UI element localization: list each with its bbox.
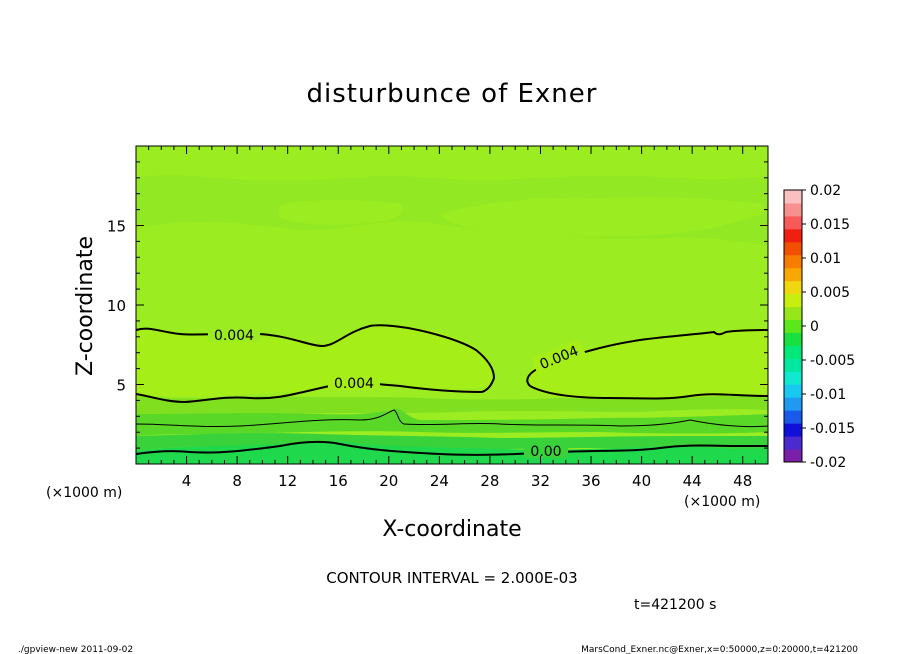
x-tick-label: 40 bbox=[632, 472, 651, 490]
footer-left: ./gpview-new 2011-09-02 bbox=[18, 645, 133, 654]
field-band-mid bbox=[136, 326, 493, 397]
x-tick-label: 4 bbox=[182, 472, 192, 490]
x-tick-label: 36 bbox=[581, 472, 600, 490]
field-band-low-2 bbox=[136, 408, 768, 436]
contour-label: 0.004 bbox=[214, 328, 254, 344]
colorbar-label: 0.005 bbox=[810, 285, 850, 301]
x-tick-label: 28 bbox=[480, 472, 499, 490]
colorbar-swatch bbox=[784, 423, 802, 437]
colorbar-swatch bbox=[784, 267, 802, 282]
field-patch-c bbox=[136, 150, 768, 172]
colorbar-swatch bbox=[784, 358, 802, 372]
colorbar-swatch bbox=[784, 241, 802, 256]
contour-label-bg bbox=[524, 442, 568, 458]
colorbar-swatch bbox=[784, 293, 802, 308]
colorbar-label: 0.02 bbox=[810, 183, 841, 199]
colorbar-swatch bbox=[784, 436, 802, 450]
contour-interval-text: CONTOUR INTERVAL = 2.000E-03 bbox=[326, 569, 577, 587]
y-tick-label: 5 bbox=[116, 377, 126, 395]
x-tick-label: 12 bbox=[278, 472, 297, 490]
x-tick-label: 20 bbox=[379, 472, 398, 490]
colorbar-label: -0.02 bbox=[810, 455, 846, 471]
x-tick-label: 48 bbox=[733, 472, 752, 490]
y-tick-label: 10 bbox=[107, 297, 126, 315]
x-unit-right: (×1000 m) bbox=[684, 494, 760, 510]
colorbar-swatch bbox=[784, 319, 802, 333]
colorbar-swatch bbox=[784, 371, 802, 385]
x-tick-label: 8 bbox=[232, 472, 242, 490]
colorbar-swatch bbox=[784, 202, 802, 217]
x-axis: 4 8 12 16 20 24 28 32 36 40 44 48 bbox=[148, 146, 756, 490]
colorbar-swatch bbox=[784, 397, 802, 411]
field-patch-a bbox=[278, 199, 404, 225]
colorbar-label: 0.015 bbox=[810, 217, 850, 233]
colorbar-swatch bbox=[784, 190, 802, 204]
contour-label-bg bbox=[531, 339, 586, 374]
colorbar-label: -0.015 bbox=[810, 421, 855, 437]
colorbar-swatch bbox=[784, 384, 802, 398]
contour-line-zero bbox=[135, 440, 768, 456]
colorbar-swatch bbox=[784, 345, 802, 359]
chart-title: disturbunce of Exner bbox=[307, 79, 598, 109]
x-tick-label: 44 bbox=[683, 472, 702, 490]
footer-right: MarsCond_Exner.nc@Exner,x=0:50000,z=0:20… bbox=[581, 645, 858, 654]
contour-label-bg bbox=[328, 374, 380, 390]
field-band-mid-right bbox=[527, 330, 768, 400]
colorbar-label: -0.005 bbox=[810, 353, 855, 369]
x-axis-label: X-coordinate bbox=[382, 517, 521, 542]
colorbar-label: 0 bbox=[810, 319, 819, 335]
contour-line-thin bbox=[135, 409, 769, 428]
x-tick-label: 32 bbox=[531, 472, 550, 490]
contour-label: 0.00 bbox=[530, 444, 561, 460]
x-unit-left: (×1000 m) bbox=[46, 485, 122, 501]
colorbar-swatch bbox=[784, 228, 802, 243]
colorbar-label: -0.01 bbox=[810, 387, 846, 403]
y-axis: 5 10 15 bbox=[107, 161, 768, 449]
contour-label: 0.004 bbox=[334, 376, 374, 392]
field-band-bottom bbox=[136, 441, 768, 464]
field-patch-b bbox=[440, 197, 768, 237]
field-band-low-1 bbox=[136, 396, 768, 414]
x-tick-label: 24 bbox=[430, 472, 449, 490]
x-tick-label: 16 bbox=[329, 472, 348, 490]
colorbar-swatch bbox=[784, 280, 802, 295]
y-axis-label: Z-coordinate bbox=[73, 236, 98, 376]
colorbar-swatch bbox=[784, 410, 802, 424]
colorbar-label: 0.01 bbox=[810, 251, 841, 267]
contour-line-upper-left bbox=[135, 324, 496, 393]
contour-line-lower bbox=[135, 382, 769, 404]
colorbar-swatch bbox=[784, 306, 802, 321]
colorbar-swatch bbox=[784, 254, 802, 269]
colorbar-swatch bbox=[784, 449, 802, 463]
plot-area: 0.004 0.004 0.004 0.00 bbox=[135, 145, 769, 465]
y-tick-label: 15 bbox=[107, 218, 126, 236]
contour-label-bg bbox=[208, 326, 260, 342]
colorbar-swatch bbox=[784, 332, 802, 346]
colorbar-swatch bbox=[784, 215, 802, 230]
colorbar: 0.02 0.015 0.01 0.005 0 -0.005 -0.01 -0.015 -0.0… bbox=[783, 183, 855, 471]
time-text: t=421200 s bbox=[634, 597, 716, 613]
